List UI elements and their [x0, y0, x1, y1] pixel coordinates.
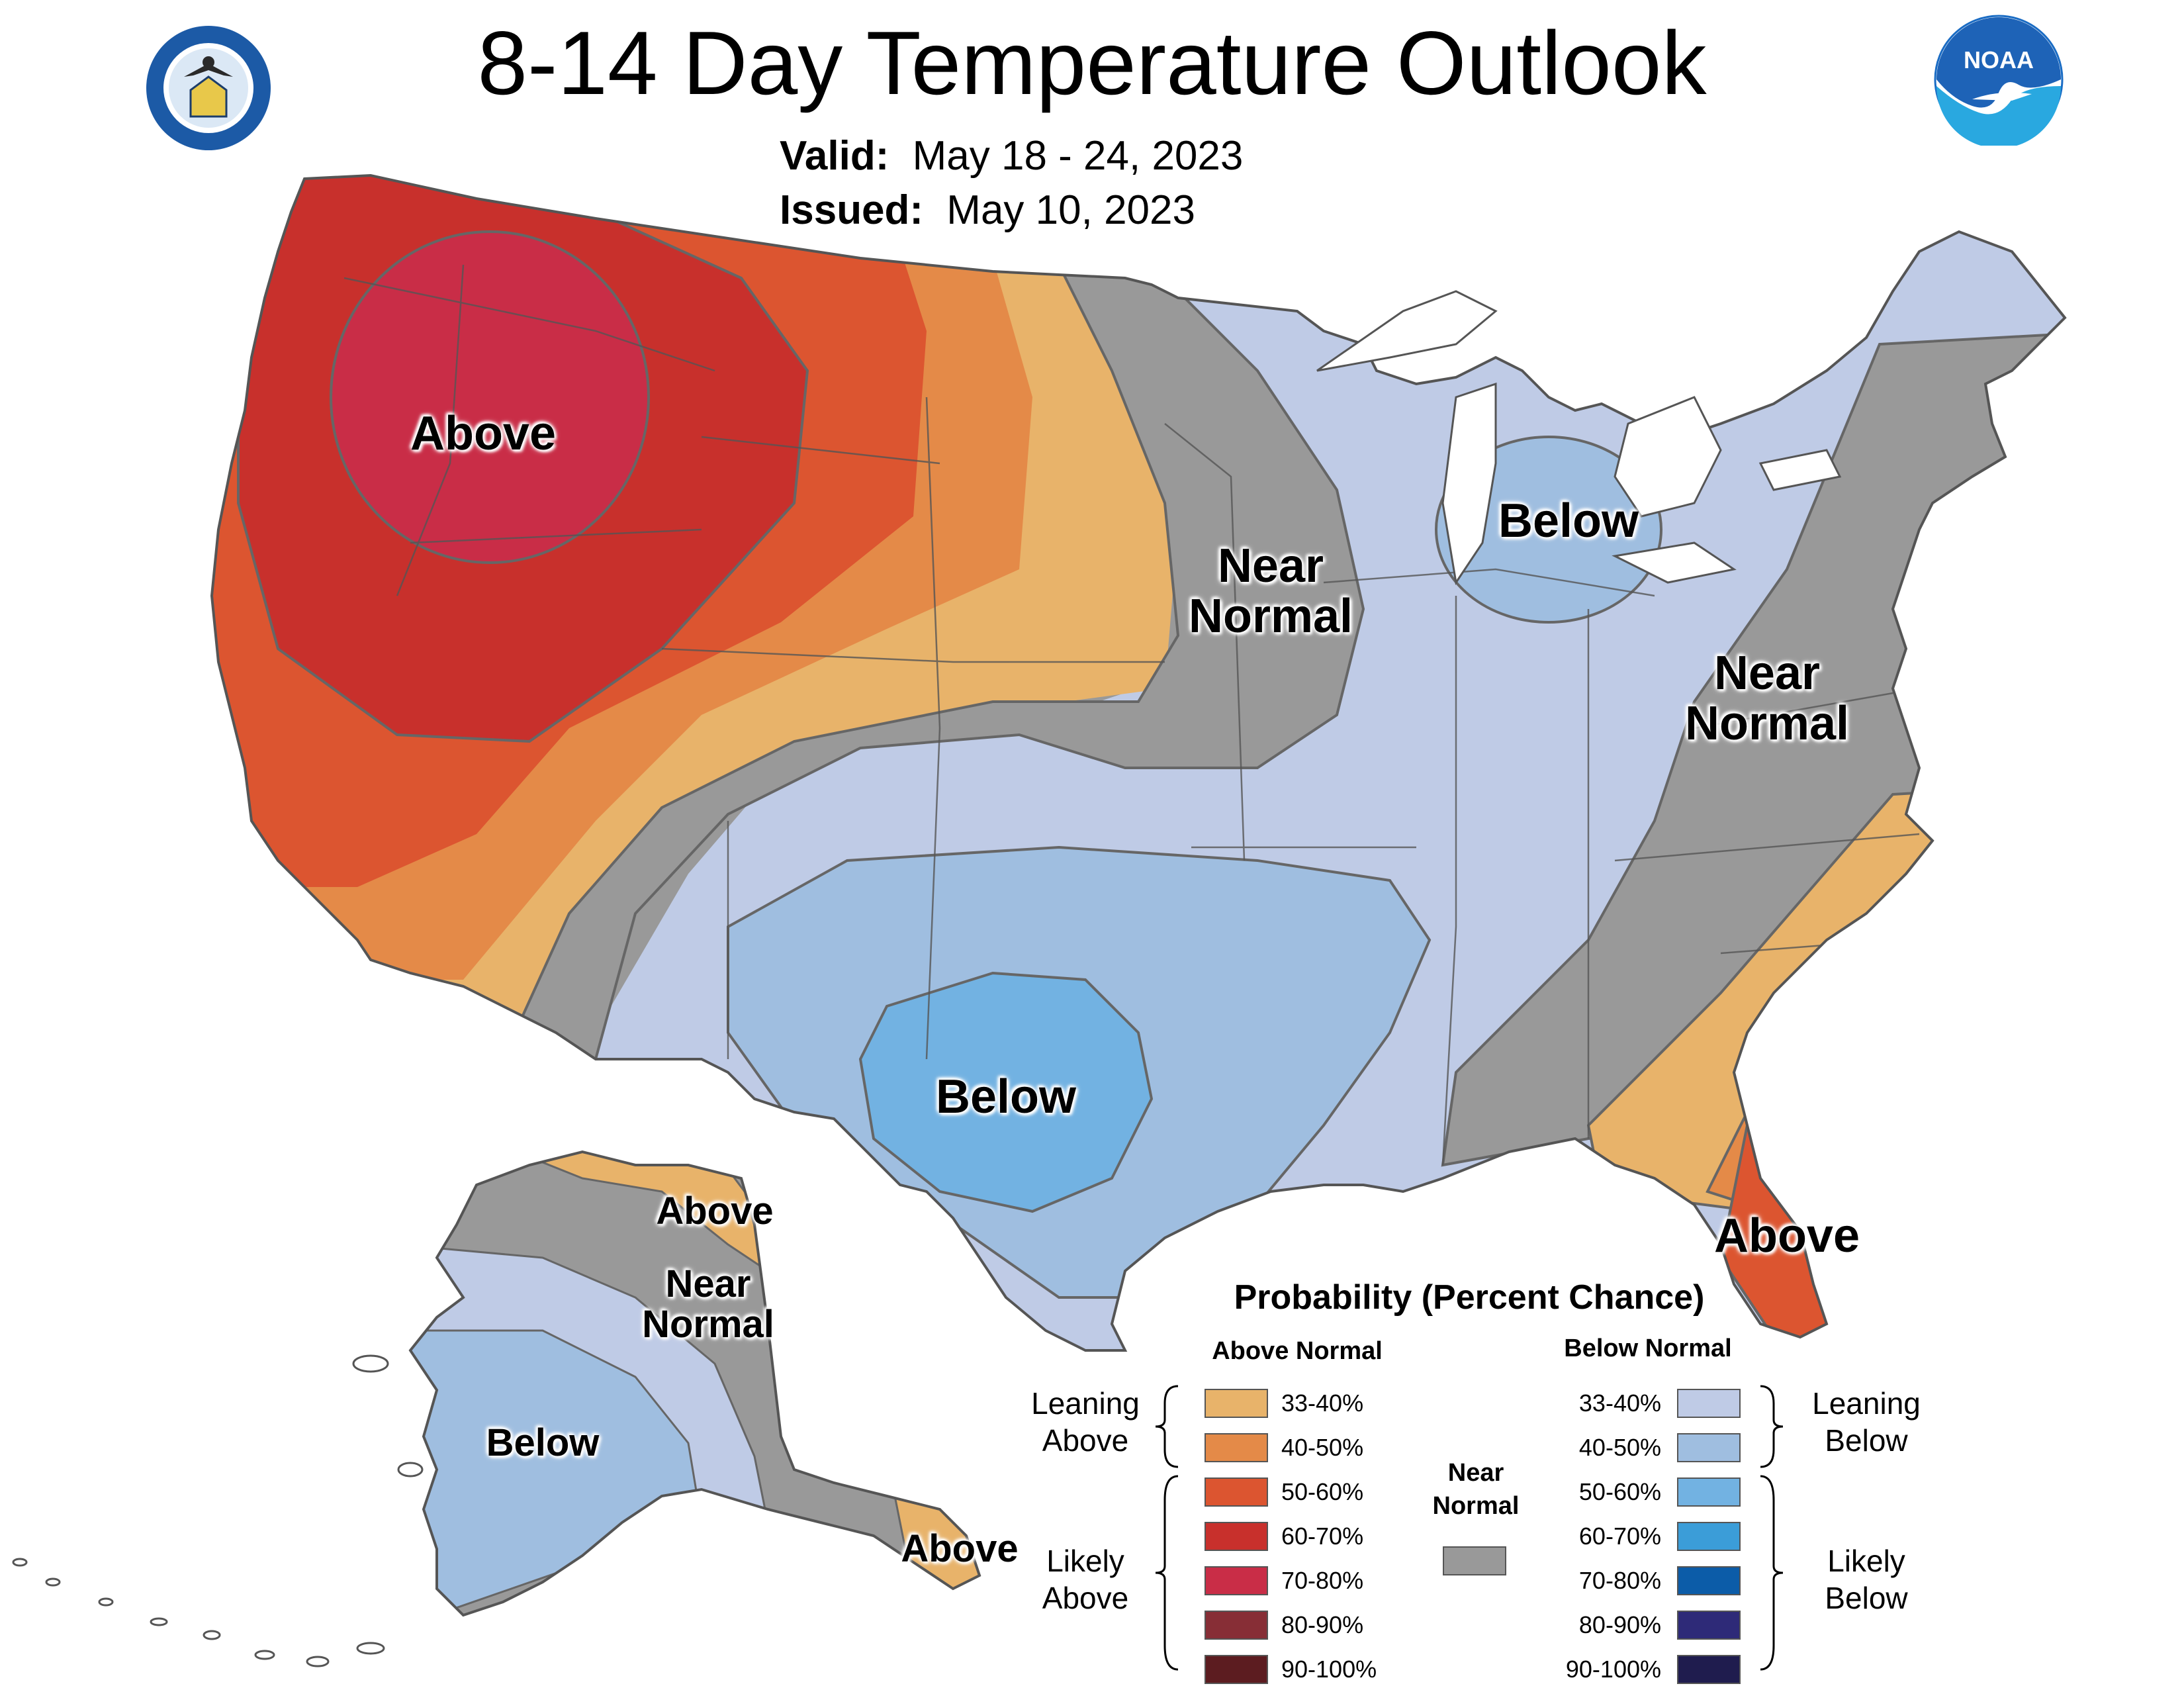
legend-below-range-4: 70-80%: [1578, 1567, 1661, 1594]
aleutian-islands: [12, 1354, 424, 1667]
label-ak-near: Near: [665, 1262, 751, 1305]
valid-line: Valid: May 18 - 24, 2023: [780, 132, 1243, 179]
valid-value: May 18 - 24, 2023: [912, 133, 1244, 179]
legend-above-range-4: 70-80%: [1281, 1567, 1364, 1594]
alaska-outline: [408, 1150, 981, 1617]
legend-above-range-3: 60-70%: [1281, 1523, 1364, 1550]
legend-above-range-6: 90-100%: [1281, 1656, 1377, 1683]
legend-leaning-below-word2: Below: [1825, 1423, 1908, 1458]
label-east-near-normal: Near Normal: [1668, 647, 1866, 750]
commerce-seal-icon: [144, 24, 273, 152]
legend-near-normal-label: Near Normal: [1410, 1456, 1542, 1523]
legend-below-swatch-5: [1677, 1611, 1741, 1640]
issued-line: Issued: May 10, 2023: [780, 187, 1195, 234]
conus-outline: [210, 173, 2067, 1352]
legend-normal: Normal: [1432, 1492, 1520, 1520]
legend-below-range-3: 60-70%: [1578, 1523, 1661, 1550]
legend-below-swatch-6: [1677, 1655, 1741, 1684]
label-florida-above: Above: [1713, 1209, 1860, 1262]
legend-below-swatch-2: [1677, 1477, 1741, 1507]
label-ak-below: Below: [486, 1421, 600, 1464]
legend-leaning-above-word2: Above: [1042, 1423, 1129, 1458]
great-lakes: [1316, 290, 1842, 585]
legend-leaning-below-word1: Leaning: [1812, 1386, 1921, 1421]
legend-above-swatch-3: [1205, 1522, 1268, 1551]
issued-label: Issued:: [780, 187, 924, 233]
label-ak-above-north: Above: [656, 1190, 774, 1233]
legend-above-swatch-4: [1205, 1566, 1268, 1595]
label-east-normal: Normal: [1684, 696, 1850, 750]
legend-above-range-1: 40-50%: [1281, 1434, 1364, 1461]
legend-below-header: Below Normal: [1564, 1335, 1732, 1362]
legend-above-swatch-0: [1205, 1389, 1268, 1418]
label-ak-near-normal: Near Normal: [622, 1264, 794, 1345]
legend-below-range-1: 40-50%: [1578, 1434, 1661, 1461]
legend-below-range-6: 90-100%: [1565, 1656, 1661, 1683]
label-ak-above-se: Above: [901, 1527, 1019, 1570]
legend-above-range-0: 33-40%: [1281, 1389, 1364, 1417]
legend-leaning-above-label: Leaning Above: [1013, 1385, 1158, 1459]
label-texas-below: Below: [935, 1070, 1077, 1123]
legend-near-normal-swatch: [1443, 1546, 1506, 1575]
legend-above-swatch-2: [1205, 1477, 1268, 1507]
valid-label: Valid:: [780, 133, 889, 179]
legend-leaning-above-word1: Leaning: [1031, 1386, 1140, 1421]
legend-above-swatch-1: [1205, 1433, 1268, 1462]
legend-likely-below-word2: Below: [1825, 1581, 1908, 1615]
legend-below-swatch-1: [1677, 1433, 1741, 1462]
label-plains-near-normal: Near Normal: [1171, 541, 1370, 641]
legend-above-range-5: 80-90%: [1281, 1611, 1364, 1638]
label-plains-near: Near: [1217, 539, 1324, 592]
label-west-above: Above: [410, 407, 557, 460]
label-plains-normal: Normal: [1188, 589, 1353, 643]
page-title: 8-14 Day Temperature Outlook: [477, 13, 1707, 113]
legend-below-range-0: 33-40%: [1578, 1389, 1661, 1417]
legend-likely-above-label: Likely Above: [1013, 1542, 1158, 1617]
legend-above-swatch-6: [1205, 1655, 1268, 1684]
noaa-logo-text: NOAA: [1964, 46, 2034, 73]
brace-leaning-above: [1155, 1385, 1179, 1468]
legend-likely-below-label: Likely Below: [1794, 1542, 1939, 1617]
label-ak-normal: Normal: [642, 1302, 774, 1346]
legend-below-swatch-0: [1677, 1389, 1741, 1418]
label-east-near: Near: [1713, 647, 1821, 700]
legend-below-range-2: 50-60%: [1578, 1478, 1661, 1505]
legend-above-range-2: 50-60%: [1281, 1478, 1364, 1505]
legend-above-swatch-5: [1205, 1611, 1268, 1640]
noaa-logo-icon: NOAA: [1933, 13, 2065, 148]
label-michigan-below: Below: [1498, 494, 1639, 547]
issued-value: May 10, 2023: [946, 187, 1195, 233]
legend-below-swatch-4: [1677, 1566, 1741, 1595]
brace-leaning-below: [1760, 1385, 1784, 1468]
legend-below-range-5: 80-90%: [1578, 1611, 1661, 1638]
legend-above-header: Above Normal: [1212, 1337, 1383, 1365]
legend-likely-below-word1: Likely: [1827, 1544, 1905, 1578]
legend-near: Near: [1447, 1459, 1504, 1487]
legend-likely-above-word1: Likely: [1046, 1544, 1124, 1578]
legend-likely-above-word2: Above: [1042, 1581, 1129, 1615]
legend-title: Probability (Percent Chance): [1234, 1278, 1705, 1317]
brace-likely-below: [1760, 1475, 1784, 1671]
brace-likely-above: [1155, 1475, 1179, 1671]
legend-below-swatch-3: [1677, 1522, 1741, 1551]
legend-leaning-below-label: Leaning Below: [1794, 1385, 1939, 1459]
